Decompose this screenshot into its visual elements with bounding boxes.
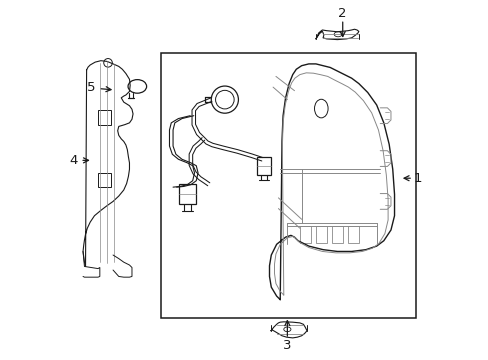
Bar [331,226,342,243]
Bar [160,53,415,318]
Bar [179,184,195,204]
Bar [299,226,310,243]
Bar [315,226,326,243]
Text: 2: 2 [338,8,346,21]
Bar [257,157,271,175]
Bar [347,226,358,243]
Bar [98,173,110,187]
Text: 1: 1 [413,172,421,185]
Text: 5: 5 [87,81,96,94]
Bar [98,111,110,125]
Text: 3: 3 [283,338,291,351]
Text: 4: 4 [69,154,78,167]
